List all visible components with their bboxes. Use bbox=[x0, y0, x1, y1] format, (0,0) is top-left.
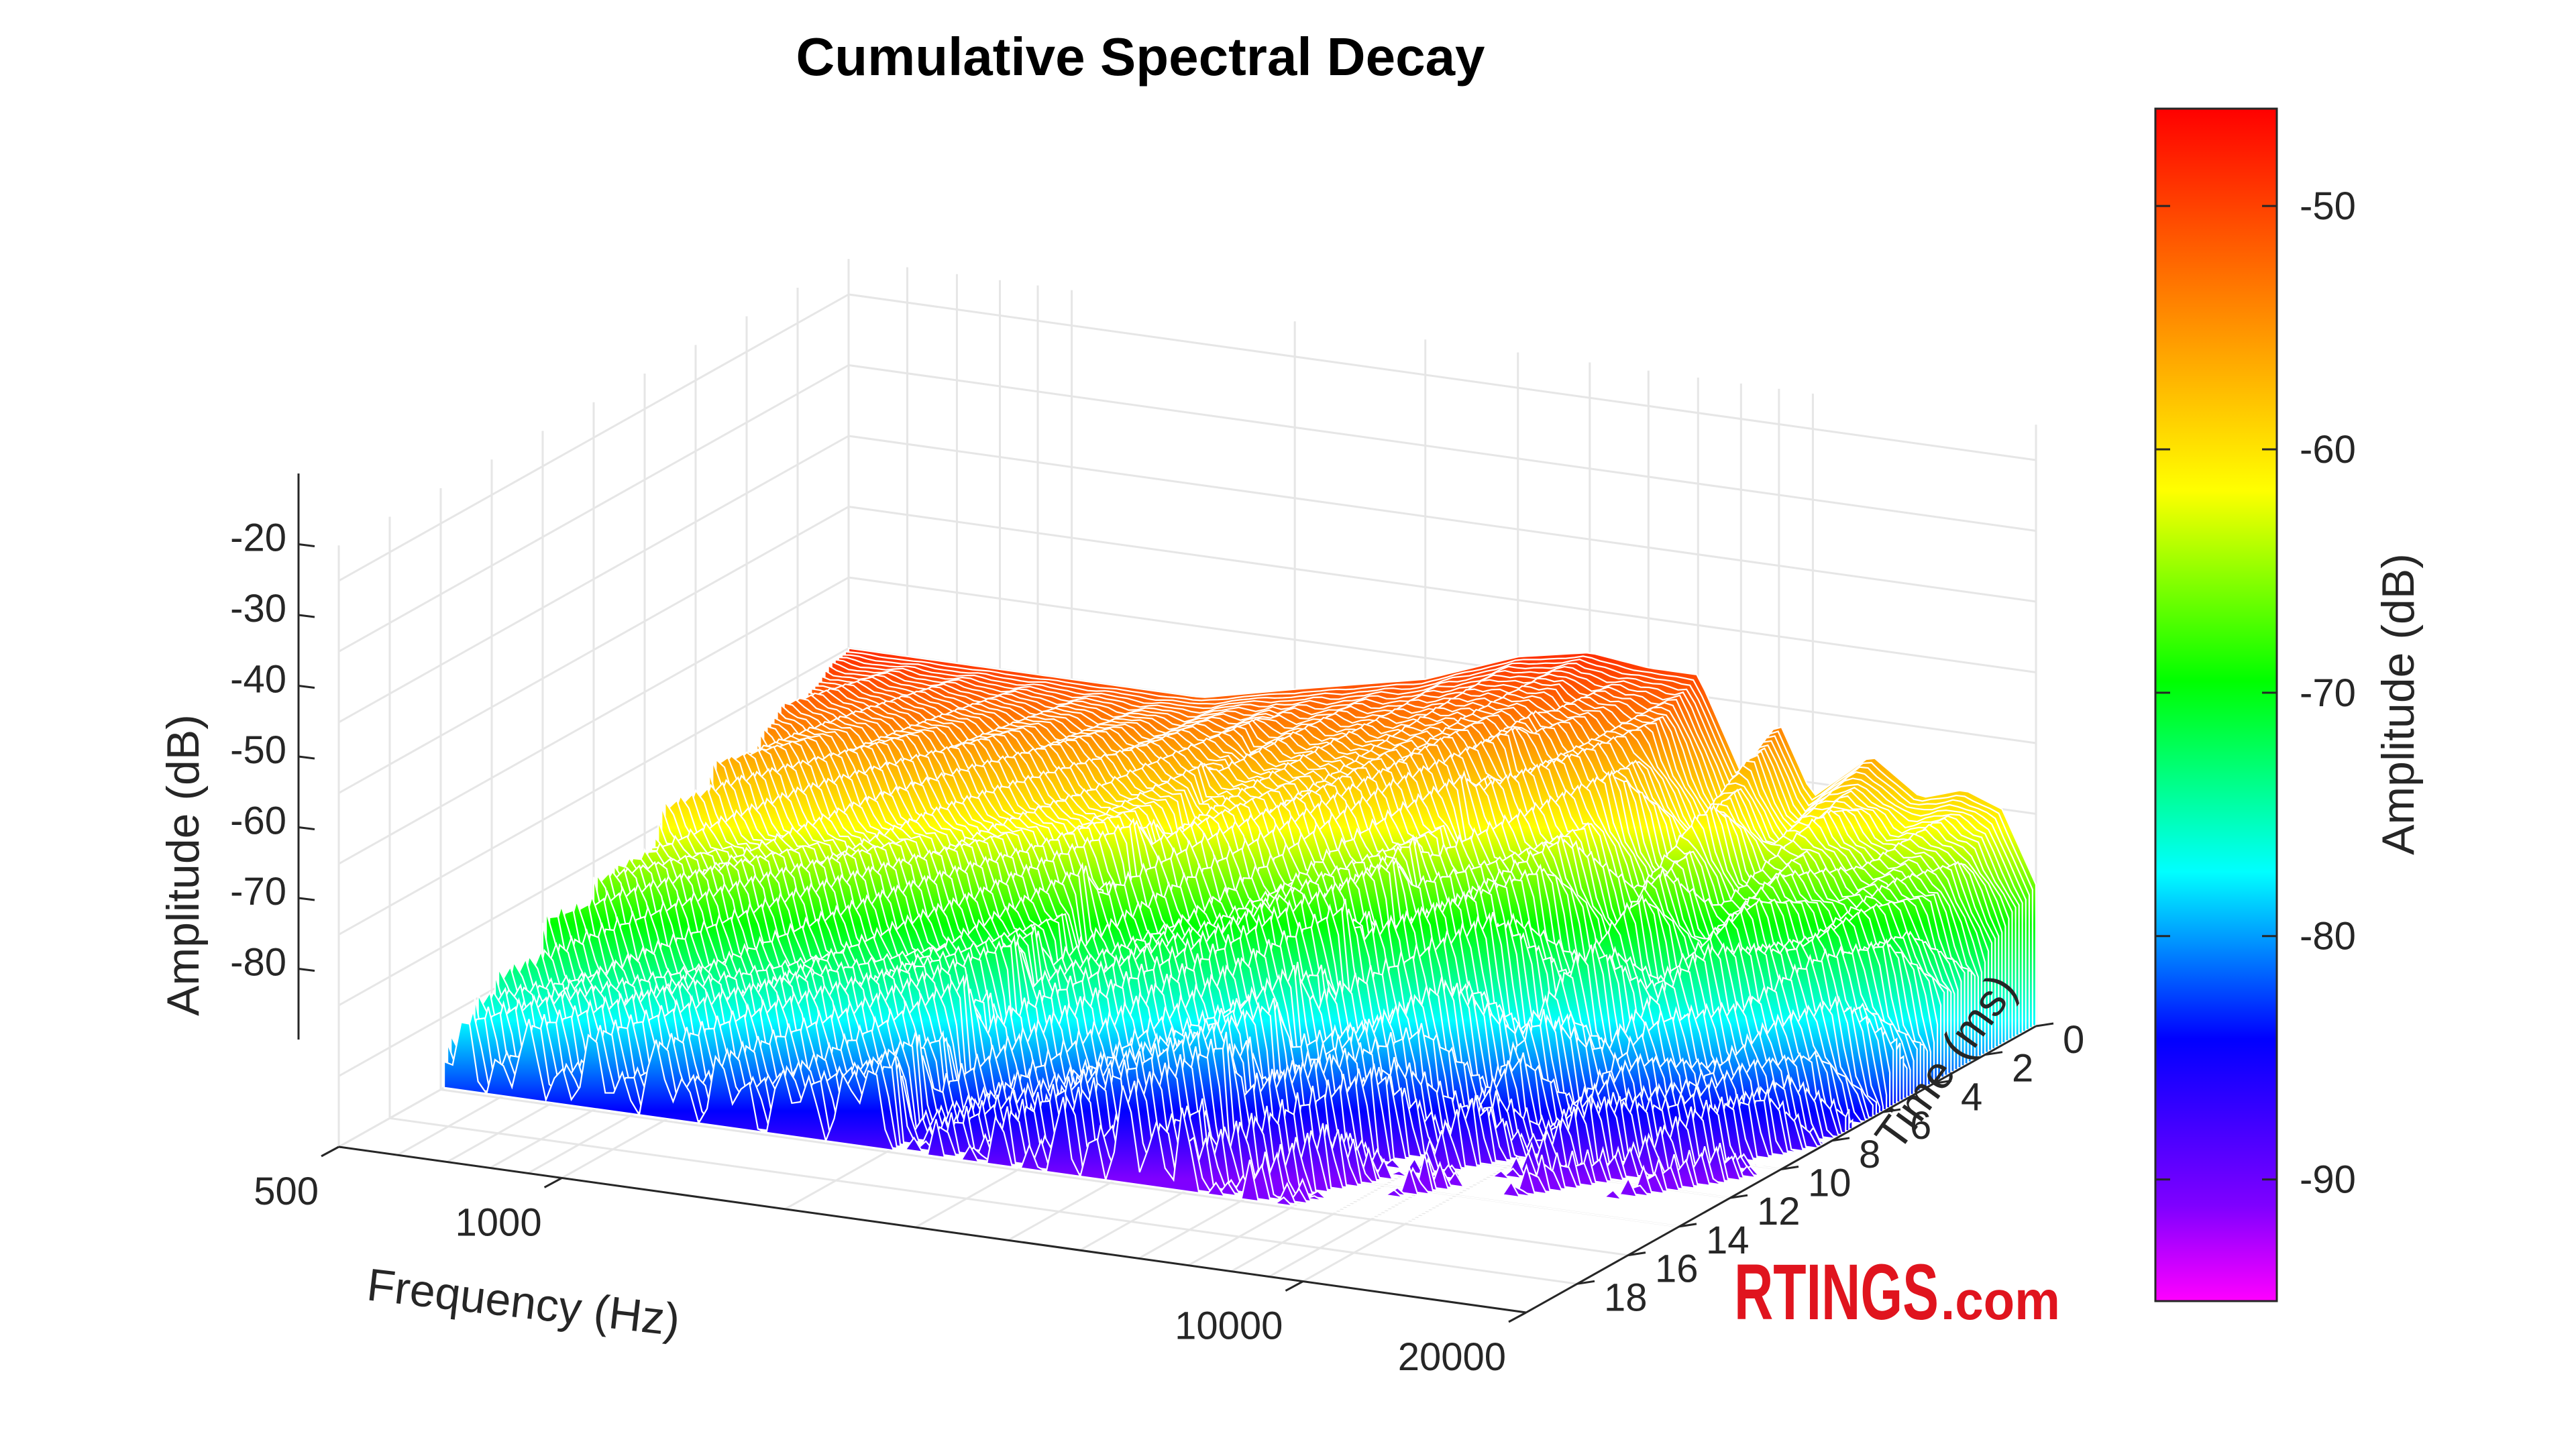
frequency-axis-label: Frequency (Hz) bbox=[364, 1259, 682, 1345]
y-tick-label: 14 bbox=[1706, 1219, 1750, 1262]
rtings-logo: RTINGS .com bbox=[1734, 1244, 2070, 1338]
grid-line bbox=[440, 1088, 1629, 1257]
grid-line bbox=[389, 1117, 1578, 1285]
z-tick-label: -40 bbox=[230, 658, 286, 702]
y-tick-mark bbox=[1780, 1166, 1799, 1170]
x-tick-label: 1000 bbox=[455, 1200, 542, 1244]
z-tick-label: -60 bbox=[230, 799, 286, 843]
colorbar-tick-label: -70 bbox=[2300, 671, 2356, 715]
y-tick-label: 2 bbox=[2012, 1047, 2033, 1091]
frequency-axis-line bbox=[338, 1146, 1527, 1314]
colorbar-tick-label: -60 bbox=[2300, 428, 2356, 471]
y-tick-label: 8 bbox=[1859, 1133, 1880, 1176]
colorbar-scale bbox=[2154, 107, 2278, 1302]
y-tick-mark bbox=[1831, 1137, 1850, 1142]
z-tick-mark bbox=[298, 614, 315, 618]
grid-line bbox=[848, 576, 2037, 744]
colorbar-tick-label: -80 bbox=[2300, 915, 2356, 958]
z-tick-mark bbox=[298, 897, 315, 901]
z-tick-label: -50 bbox=[230, 728, 286, 772]
grid-line bbox=[338, 364, 849, 653]
x-tick-label: 10000 bbox=[1175, 1304, 1283, 1348]
x-tick-mark bbox=[321, 1146, 339, 1158]
grid-line bbox=[338, 293, 849, 582]
colorbar-label: Amplitude (dB) bbox=[2373, 553, 2424, 855]
z-tick-mark bbox=[298, 543, 315, 547]
grid-line bbox=[848, 506, 2037, 673]
z-tick-mark bbox=[298, 755, 315, 760]
decay-surface bbox=[443, 647, 2037, 1255]
y-tick-label: 12 bbox=[1757, 1190, 1801, 1233]
grid-line bbox=[848, 364, 2037, 532]
grid-line bbox=[848, 293, 2037, 461]
y-tick-label: 0 bbox=[2063, 1018, 2084, 1062]
x-tick-mark bbox=[1285, 1280, 1304, 1292]
z-tick-mark bbox=[298, 685, 315, 689]
y-tick-label: 16 bbox=[1655, 1247, 1699, 1291]
x-tick-label: 500 bbox=[254, 1170, 319, 1213]
grid-line bbox=[848, 435, 2037, 603]
chart-title: Cumulative Spectral Decay bbox=[796, 27, 1485, 87]
y-tick-mark bbox=[2035, 1022, 2054, 1027]
z-tick-label: -80 bbox=[230, 941, 286, 985]
amplitude-axis-label: Amplitude (dB) bbox=[158, 714, 209, 1016]
z-tick-mark bbox=[298, 968, 315, 972]
y-tick-mark bbox=[1984, 1051, 2003, 1056]
z-tick-label: -20 bbox=[230, 516, 286, 560]
z-tick-label: -70 bbox=[230, 870, 286, 913]
colorbar-tick-label: -50 bbox=[2300, 184, 2356, 228]
grid-line bbox=[338, 435, 849, 724]
z-tick-mark bbox=[298, 826, 315, 830]
y-tick-mark bbox=[1678, 1223, 1697, 1228]
y-tick-mark bbox=[1576, 1280, 1595, 1285]
z-tick-label: -30 bbox=[230, 587, 286, 630]
logo-suffix: .com bbox=[1941, 1270, 2060, 1331]
decay-slice bbox=[443, 1019, 1633, 1255]
colorbar-tick-label: -90 bbox=[2300, 1158, 2356, 1202]
y-tick-mark bbox=[1729, 1194, 1748, 1199]
x-tick-label: 20000 bbox=[1398, 1335, 1506, 1379]
x-tick-mark bbox=[1508, 1311, 1527, 1323]
y-tick-mark bbox=[1882, 1108, 1901, 1113]
y-tick-label: 18 bbox=[1604, 1276, 1648, 1319]
grid-line bbox=[338, 506, 849, 794]
colorbar: -50 -60 -70 -80 -90 Amplitude (dB) bbox=[2154, 107, 2424, 1302]
grid-line bbox=[338, 576, 849, 865]
grid-line bbox=[338, 647, 849, 936]
x-tick-mark bbox=[543, 1177, 563, 1188]
y-tick-label: 6 bbox=[1910, 1104, 1931, 1148]
y-tick-label: 10 bbox=[1808, 1162, 1851, 1205]
y-tick-label: 4 bbox=[1961, 1075, 1982, 1119]
y-tick-mark bbox=[1627, 1251, 1646, 1257]
y-tick-mark bbox=[1933, 1079, 1952, 1084]
logo-brand: RTINGS bbox=[1734, 1248, 1939, 1337]
